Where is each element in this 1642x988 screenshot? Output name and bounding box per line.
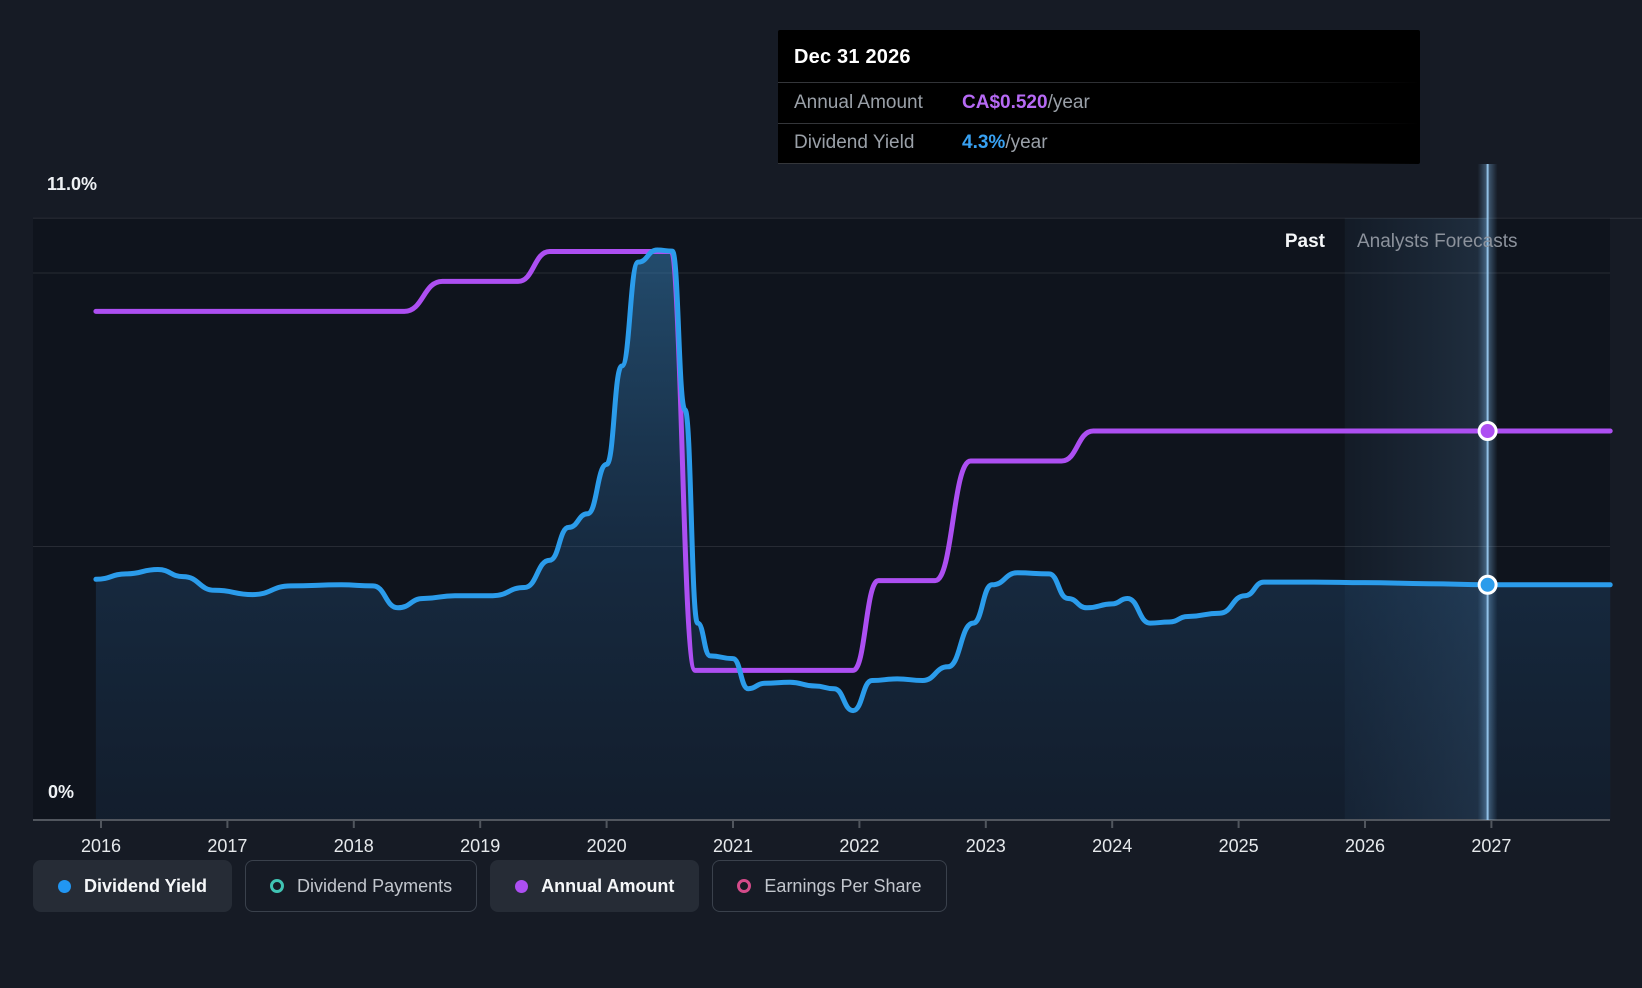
x-axis-label: 2020 bbox=[587, 836, 627, 856]
x-axis-label: 2017 bbox=[207, 836, 247, 856]
dividend-yield-line bbox=[93, 247, 1613, 714]
x-axis-label: 2024 bbox=[1092, 836, 1132, 856]
tooltip-row-dividend-yield: Dividend Yield 4.3% /year bbox=[778, 124, 1420, 164]
annual-amount-line bbox=[93, 248, 1613, 673]
legend-label: Dividend Payments bbox=[297, 875, 453, 896]
x-axis-label: 2021 bbox=[713, 836, 753, 856]
legend-toggle-dividend-yield[interactable]: Dividend Yield bbox=[33, 860, 233, 912]
tooltip-row-annual-amount: Annual Amount CA$0.520 /year bbox=[778, 83, 1420, 123]
legend-label: Earnings Per Share bbox=[764, 875, 922, 896]
legend-bar: Dividend Yield Dividend Payments Annual … bbox=[33, 860, 947, 912]
tooltip-separator bbox=[778, 82, 1420, 83]
dividend-yield-forecast-dot bbox=[1477, 574, 1498, 595]
dividend-yield-dot-icon bbox=[58, 879, 71, 893]
x-axis-label: 2019 bbox=[460, 836, 500, 856]
legend-toggle-annual-amount[interactable]: Annual Amount bbox=[490, 860, 700, 912]
tooltip-separator bbox=[778, 163, 1420, 164]
tooltip-value-suffix: /year bbox=[1005, 132, 1048, 154]
y-axis-min-label: 0% bbox=[48, 782, 75, 802]
dividend-payments-ring-icon bbox=[270, 879, 285, 893]
legend-toggle-dividend-payments[interactable]: Dividend Payments bbox=[245, 860, 478, 912]
legend-label: Annual Amount bbox=[541, 875, 675, 896]
x-axis-label: 2027 bbox=[1471, 836, 1511, 856]
x-axis-label: 2022 bbox=[839, 836, 879, 856]
x-axis-label: 2026 bbox=[1345, 836, 1385, 856]
tooltip-value-suffix: /year bbox=[1047, 91, 1090, 113]
earnings-per-share-ring-icon bbox=[737, 879, 752, 893]
tooltip-value-annual-amount: CA$0.520 bbox=[962, 91, 1048, 113]
x-axis-label: 2025 bbox=[1219, 836, 1259, 856]
annual-amount-dot-icon bbox=[515, 879, 529, 893]
chart-tooltip: Dec 31 2026 Annual Amount CA$0.520 /year… bbox=[778, 30, 1420, 164]
dividend-yield-area-fill bbox=[95, 250, 1611, 819]
x-axis-label: 2016 bbox=[81, 836, 121, 856]
legend-toggle-earnings-per-share[interactable]: Earnings Per Share bbox=[712, 860, 947, 912]
x-axis-label: 2023 bbox=[966, 836, 1006, 856]
annual-amount-forecast-dot bbox=[1477, 421, 1498, 442]
tooltip-separator bbox=[778, 122, 1420, 124]
analysts-forecasts-region-label: Analysts Forecasts bbox=[1357, 231, 1518, 252]
x-axis-label: 2018 bbox=[334, 836, 374, 856]
past-region-label: Past bbox=[1284, 231, 1325, 252]
tooltip-label: Dividend Yield bbox=[794, 132, 915, 154]
y-axis-max-label: 11.0% bbox=[47, 174, 98, 194]
legend-label: Dividend Yield bbox=[84, 875, 208, 896]
tooltip-label: Annual Amount bbox=[794, 91, 923, 113]
tooltip-value-dividend-yield: 4.3% bbox=[962, 132, 1006, 154]
tooltip-date: Dec 31 2026 bbox=[794, 45, 911, 68]
